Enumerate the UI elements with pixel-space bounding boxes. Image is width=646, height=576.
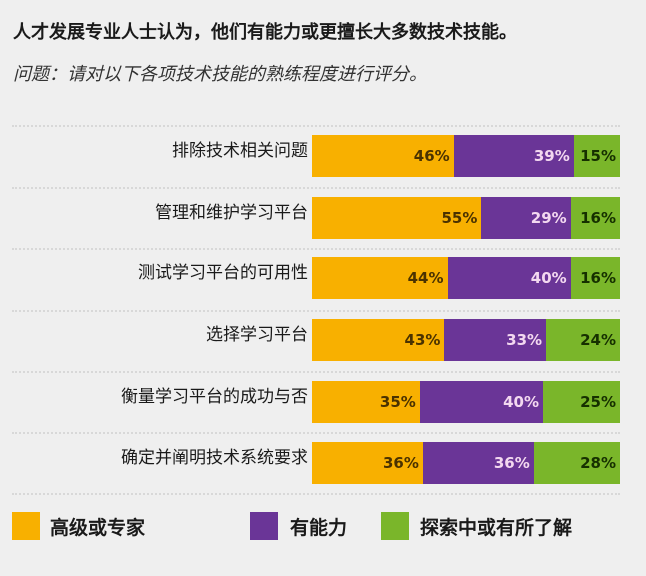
bar-segment: 33% (444, 319, 547, 361)
bar-segment: 43% (312, 319, 445, 361)
row-separator (12, 187, 620, 189)
bar-segment: 36% (422, 442, 534, 484)
bar-segment: 29% (481, 197, 571, 239)
data-label: 40% (503, 393, 539, 411)
row-separator (12, 248, 620, 250)
row-separator (12, 371, 620, 373)
category-label: 排除技术相关问题 (172, 141, 308, 161)
bar-segment: 15% (573, 135, 620, 177)
legend-swatch (250, 512, 278, 540)
bar-segment: 16% (570, 257, 620, 299)
row-separator (12, 125, 620, 127)
bar-segment: 46% (312, 135, 454, 177)
category-label: 测试学习平台的可用性 (138, 263, 308, 283)
data-label: 40% (530, 269, 567, 287)
category-label: 管理和维护学习平台 (155, 203, 308, 223)
legend-label: 有能力 (290, 517, 348, 539)
category-label: 选择学习平台 (206, 325, 308, 345)
data-label: 33% (506, 331, 543, 349)
bar-segment: 16% (570, 197, 620, 239)
legend-swatch (12, 512, 40, 540)
chart-subtitle: 问题：请对以下各项技术技能的熟练程度进行评分。 (13, 64, 427, 85)
data-label: 16% (580, 269, 616, 287)
data-label: 36% (382, 454, 419, 472)
data-label: 28% (580, 454, 616, 472)
bar-segment: 55% (312, 197, 482, 239)
data-label: 29% (530, 209, 567, 227)
data-label: 25% (580, 393, 616, 411)
bar-segment: 40% (447, 257, 571, 299)
category-label: 确定并阐明技术系统要求 (121, 448, 308, 468)
bar-segment: 44% (312, 257, 448, 299)
row-separator (12, 432, 620, 434)
category-label: 衡量学习平台的成功与否 (121, 387, 308, 407)
bar-segment: 28% (533, 442, 620, 484)
data-label: 44% (407, 269, 444, 287)
bar-segment: 36% (312, 442, 423, 484)
chart-title: 人才发展专业人士认为，他们有能力或更擅长大多数技术技能。 (13, 22, 517, 43)
row-separator (12, 310, 620, 312)
data-label: 15% (580, 147, 616, 165)
bar-segment: 40% (419, 381, 543, 423)
data-label: 24% (580, 331, 616, 349)
bar-segment: 35% (312, 381, 420, 423)
data-label: 36% (493, 454, 530, 472)
row-separator (12, 493, 620, 495)
legend-swatch (381, 512, 409, 540)
legend-label: 探索中或有所了解 (420, 517, 573, 539)
bar-segment: 25% (543, 381, 620, 423)
legend-label: 高级或专家 (50, 517, 146, 539)
bar-segment: 24% (546, 319, 620, 361)
data-label: 16% (580, 209, 616, 227)
data-label: 46% (413, 147, 450, 165)
data-label: 43% (404, 331, 441, 349)
data-label: 35% (379, 393, 416, 411)
data-label: 39% (533, 147, 570, 165)
bar-segment: 39% (453, 135, 574, 177)
data-label: 55% (441, 209, 478, 227)
